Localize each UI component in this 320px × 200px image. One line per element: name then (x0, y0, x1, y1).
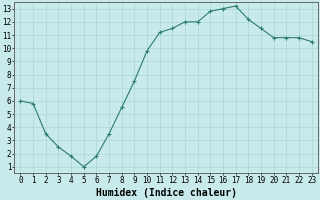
X-axis label: Humidex (Indice chaleur): Humidex (Indice chaleur) (95, 188, 236, 198)
